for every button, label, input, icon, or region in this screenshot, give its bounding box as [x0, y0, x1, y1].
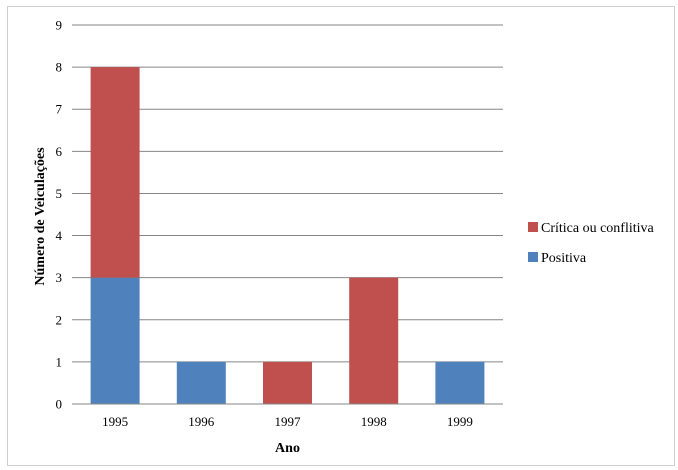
legend-swatch — [528, 222, 538, 232]
y-tick-label: 9 — [56, 18, 63, 33]
bar-segment — [90, 277, 140, 404]
y-tick-label: 0 — [56, 397, 63, 412]
legend: Crítica ou conflitiva Positiva — [528, 221, 655, 266]
y-axis-title: Número de Veiculações — [33, 147, 48, 286]
x-axis-title: Ano — [275, 441, 300, 456]
bar-segment — [435, 361, 485, 404]
y-tick-label: 1 — [56, 354, 63, 369]
legend-label: Crítica ou conflitiva — [541, 221, 655, 236]
bar-segment — [263, 361, 312, 404]
y-tick-label: 8 — [56, 60, 63, 75]
y-tick-label: 2 — [56, 312, 63, 327]
bar-segment — [349, 277, 399, 404]
legend-swatch — [528, 252, 538, 262]
bar-segment — [90, 67, 140, 278]
y-tick-label: 5 — [56, 186, 63, 201]
x-tick-label: 1995 — [102, 414, 128, 429]
bar-segment — [176, 361, 226, 404]
y-tick-labels: 0 1 2 3 4 5 6 7 8 9 — [56, 18, 63, 412]
y-tick-label: 7 — [56, 102, 63, 117]
x-tick-label: 1996 — [188, 414, 215, 429]
x-tick-label: 1997 — [275, 414, 302, 429]
gridlines — [72, 24, 503, 363]
y-tick-label: 4 — [56, 228, 63, 243]
x-tick-label: 1999 — [447, 414, 473, 429]
bars — [90, 67, 485, 404]
legend-label: Positiva — [541, 251, 587, 266]
x-tick-labels: 1995 1996 1997 1998 1999 — [102, 414, 473, 429]
y-tick-label: 6 — [56, 144, 63, 159]
x-tick-label: 1998 — [361, 414, 387, 429]
y-tick-label: 3 — [56, 270, 63, 285]
